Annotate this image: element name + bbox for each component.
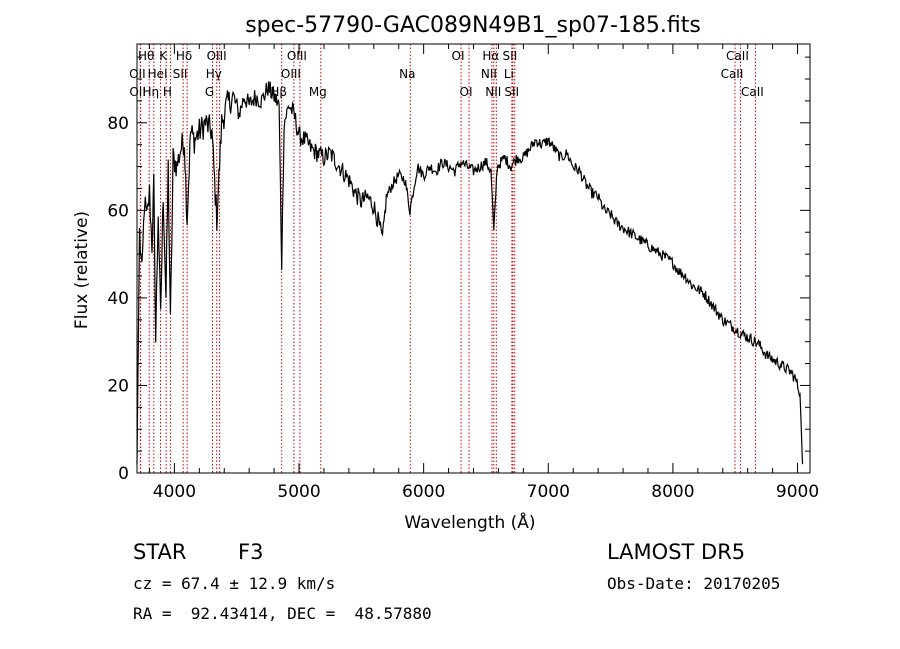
line-marker-label-3: K	[159, 49, 168, 63]
chart-title: spec-57790-GAC089N49B1_sp07-185.fits	[245, 13, 701, 38]
line-marker-label-10: Hγ	[206, 67, 222, 81]
line-marker-label-19: Hα	[482, 49, 499, 63]
line-marker-label-25: CaII	[726, 49, 749, 63]
line-marker-label-20: NII	[481, 67, 497, 81]
line-marker-label-17: OI	[452, 49, 465, 63]
observation-date: Obs-Date: 20170205	[607, 574, 781, 593]
object-subclass: F3	[238, 540, 264, 564]
y-tick-label-80: 80	[107, 114, 129, 134]
object-class: STAR	[133, 540, 187, 564]
line-marker-label-16: Na	[399, 67, 415, 81]
line-marker-label-9: OIII	[207, 49, 227, 63]
y-axis-label: Flux (relative)	[72, 211, 92, 329]
line-marker-label-13: OIII	[281, 67, 301, 81]
line-markers	[139, 44, 756, 473]
line-marker-label-27: CaII	[741, 85, 764, 99]
x-tick-label-6000: 6000	[402, 482, 445, 502]
line-marker-label-2: OII	[129, 85, 146, 99]
line-marker-label-5: Hη	[143, 85, 160, 99]
line-marker-label-21: NII	[485, 85, 501, 99]
y-tick-label-60: 60	[107, 201, 129, 221]
x-tick-label-5000: 5000	[277, 482, 320, 502]
survey-name: LAMOST DR5	[607, 540, 746, 564]
redshift-velocity: cz = 67.4 ± 12.9 km/s	[133, 574, 336, 593]
line-marker-label-24: SII	[504, 85, 519, 99]
spectrum-line	[136, 81, 804, 465]
line-marker-label-23: Li	[504, 67, 514, 81]
x-tick-label-8000: 8000	[651, 482, 694, 502]
y-tick-label-20: 20	[107, 376, 129, 396]
line-marker-label-26: CaII	[721, 67, 744, 81]
line-marker-label-6: H	[163, 85, 172, 99]
line-marker-label-8: SII	[173, 67, 188, 81]
line-marker-label-22: SII	[503, 49, 518, 63]
line-marker-label-18: OI	[460, 85, 473, 99]
y-axis: 0 20 40 60 80	[107, 56, 810, 484]
x-axis-label: Wavelength (Å)	[404, 511, 535, 533]
line-marker-label-12: OIII	[287, 49, 307, 63]
line-marker-label-4: HeI	[148, 67, 168, 81]
sky-coordinates: RA = 92.43414, DEC = 48.57880	[133, 604, 432, 623]
line-marker-label-0: Hθ	[138, 49, 154, 63]
line-marker-label-11: G	[205, 85, 214, 99]
x-tick-label-4000: 4000	[153, 482, 196, 502]
line-marker-label-15: Mg	[309, 85, 327, 99]
y-tick-label-0: 0	[118, 464, 129, 484]
y-tick-label-40: 40	[107, 289, 129, 309]
line-marker-label-7: Hδ	[176, 49, 192, 63]
x-tick-label-9000: 9000	[776, 482, 819, 502]
x-tick-label-7000: 7000	[527, 482, 570, 502]
x-axis: 4000 5000 6000 7000 8000 9000	[148, 44, 819, 502]
